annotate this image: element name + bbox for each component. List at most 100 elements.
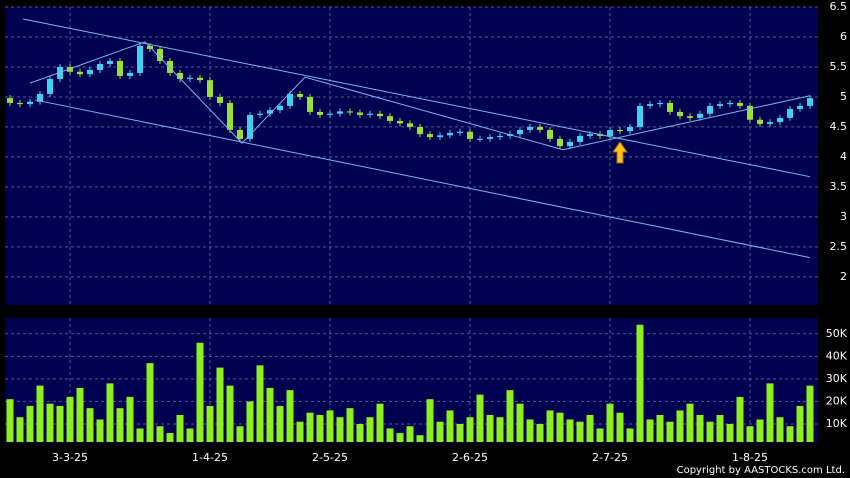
candle-body	[697, 113, 703, 118]
volume-bar	[416, 435, 424, 442]
volume-bar	[606, 403, 614, 442]
candle-body	[657, 102, 663, 105]
candle-body	[527, 126, 533, 130]
candle-body	[607, 129, 613, 136]
candle-body	[447, 132, 453, 136]
volume-bar	[106, 383, 114, 442]
candle-body	[247, 114, 253, 139]
volume-bar	[126, 396, 134, 442]
candle-body	[587, 134, 593, 136]
volume-bar	[776, 417, 784, 442]
volume-bar	[506, 390, 514, 442]
trendline	[34, 99, 811, 259]
volume-bar	[46, 403, 54, 442]
candle-body	[367, 113, 373, 115]
candle-body	[717, 104, 723, 106]
volume-bar	[576, 421, 584, 442]
candle-body	[397, 120, 403, 124]
candle-body	[627, 126, 633, 132]
volume-bar	[736, 396, 744, 442]
volume-bar	[76, 387, 84, 442]
volume-bar	[156, 426, 164, 442]
volume-bar	[96, 419, 104, 442]
volume-bar	[336, 417, 344, 442]
price-panel	[5, 7, 818, 305]
volume-bar	[196, 342, 204, 442]
candle-body	[787, 108, 793, 118]
volume-bar	[356, 423, 364, 442]
volume-bar	[616, 412, 624, 442]
candle-body	[377, 113, 383, 117]
candle-body	[177, 72, 183, 79]
candle-body	[187, 77, 193, 79]
candle-body	[577, 135, 583, 142]
volume-bar	[456, 423, 464, 442]
candle-body	[87, 69, 93, 75]
volume-bar	[636, 324, 644, 442]
candle-body	[47, 78, 53, 94]
volume-bar	[146, 363, 154, 442]
candle-body	[327, 113, 333, 115]
volume-bar	[166, 432, 174, 442]
volume-tick-label: 20K	[826, 394, 848, 407]
volume-bar	[136, 428, 144, 442]
volume-tick-label: 30K	[826, 372, 848, 385]
candle-body	[487, 137, 493, 139]
candle-body	[77, 71, 83, 75]
candle-body	[567, 141, 573, 147]
volume-bar	[496, 417, 504, 442]
volume-bar	[486, 414, 494, 442]
candle-body	[317, 111, 323, 115]
candle-body	[237, 129, 243, 139]
volume-tick-label: 40K	[826, 349, 848, 362]
volume-bar	[36, 385, 44, 442]
volume-bar	[746, 426, 754, 442]
candle-body	[197, 77, 203, 81]
candle-body	[807, 98, 813, 106]
y-tick-label: 6	[840, 30, 847, 43]
volume-bar	[686, 403, 694, 442]
candle-body	[347, 111, 353, 113]
volume-bar	[426, 399, 434, 442]
candle-body	[617, 129, 623, 132]
volume-bar	[86, 408, 94, 442]
volume-tick-label: 50K	[826, 327, 848, 340]
volume-bar	[556, 412, 564, 442]
volume-bar	[296, 421, 304, 442]
volume-bar	[626, 428, 634, 442]
candle-body	[27, 101, 33, 105]
candle-body	[387, 116, 393, 121]
volume-bar	[706, 421, 714, 442]
candle-body	[427, 134, 433, 138]
volume-bar	[446, 410, 454, 442]
volume-bar	[116, 408, 124, 442]
volume-bar	[16, 417, 24, 442]
y-tick-label: 6.5	[830, 0, 848, 13]
volume-bar	[346, 408, 354, 442]
volume-bar	[756, 419, 764, 442]
candle-body	[737, 102, 743, 106]
candle-body	[677, 111, 683, 117]
volume-bar	[306, 412, 314, 442]
volume-bar	[566, 419, 574, 442]
candle-body	[707, 105, 713, 114]
y-tick-label: 2	[840, 270, 847, 283]
candle-body	[217, 96, 223, 103]
y-tick-label: 3	[840, 210, 847, 223]
volume-bar	[256, 365, 264, 442]
x-tick-label: 2-6-25	[452, 451, 488, 464]
volume-bar	[186, 428, 194, 442]
candle-body	[457, 131, 463, 133]
volume-bar	[806, 385, 814, 442]
candle-body	[477, 138, 483, 140]
candle-body	[557, 138, 563, 147]
candle-body	[777, 117, 783, 123]
volume-bar	[656, 414, 664, 442]
y-tick-label: 4	[840, 150, 847, 163]
candle-body	[17, 102, 23, 105]
volume-bar	[676, 410, 684, 442]
volume-bar	[726, 423, 734, 442]
volume-bar	[796, 405, 804, 442]
